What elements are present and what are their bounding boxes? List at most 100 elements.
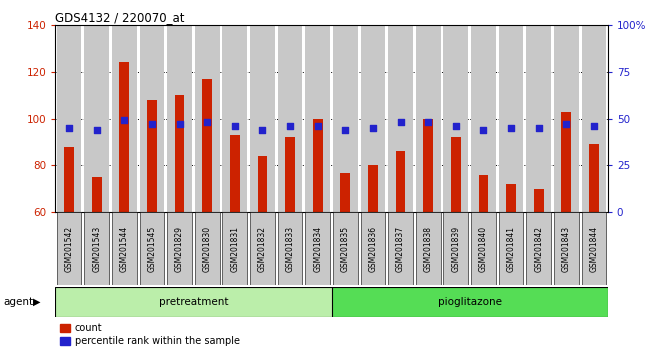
Bar (416, 25, 441, 212)
Point (229, 123, 240, 129)
Legend: count, percentile rank within the sample: count, percentile rank within the sample (60, 324, 240, 346)
Bar (195, 25, 220, 212)
Bar (175, 95, 185, 212)
FancyBboxPatch shape (361, 212, 385, 285)
Bar (526, 25, 551, 212)
Bar (230, 135, 240, 212)
Bar (499, 25, 523, 212)
Text: GDS4132 / 220070_at: GDS4132 / 220070_at (55, 11, 185, 24)
Bar (341, 172, 350, 212)
Text: GSM201831: GSM201831 (230, 226, 239, 272)
Text: GSM201542: GSM201542 (64, 225, 73, 272)
Text: GSM201545: GSM201545 (148, 225, 157, 272)
Point (340, 127, 350, 133)
Bar (368, 165, 378, 212)
Text: GSM201837: GSM201837 (396, 225, 405, 272)
Bar (147, 100, 157, 212)
Bar (112, 25, 136, 212)
Bar (140, 25, 164, 212)
Text: agent: agent (3, 297, 33, 307)
Bar (257, 156, 267, 212)
Point (147, 121, 157, 127)
Point (202, 120, 213, 125)
Bar (250, 25, 275, 212)
FancyBboxPatch shape (332, 287, 608, 317)
Point (92, 127, 102, 133)
Point (534, 125, 544, 131)
Point (119, 118, 129, 123)
Bar (313, 119, 322, 212)
Text: GSM201843: GSM201843 (562, 225, 571, 272)
Bar (582, 25, 606, 212)
Point (64, 125, 74, 131)
FancyBboxPatch shape (278, 212, 302, 285)
Bar (333, 25, 358, 212)
FancyBboxPatch shape (84, 212, 109, 285)
Bar (285, 137, 295, 212)
Point (589, 123, 599, 129)
Bar (167, 25, 192, 212)
Point (257, 127, 268, 133)
Point (285, 123, 295, 129)
FancyBboxPatch shape (167, 212, 192, 285)
FancyBboxPatch shape (582, 212, 606, 285)
Bar (64, 147, 74, 212)
Point (174, 121, 185, 127)
Text: GSM201841: GSM201841 (506, 226, 515, 272)
FancyBboxPatch shape (112, 212, 136, 285)
Text: ▶: ▶ (32, 297, 40, 307)
FancyBboxPatch shape (57, 212, 81, 285)
Text: GSM201544: GSM201544 (120, 225, 129, 272)
Bar (478, 175, 488, 212)
Bar (396, 152, 406, 212)
FancyBboxPatch shape (140, 212, 164, 285)
Text: GSM201832: GSM201832 (258, 226, 267, 272)
FancyBboxPatch shape (250, 212, 275, 285)
FancyBboxPatch shape (554, 212, 578, 285)
Bar (222, 25, 247, 212)
Bar (202, 79, 212, 212)
Text: GSM201844: GSM201844 (590, 225, 599, 272)
Text: GSM201829: GSM201829 (175, 226, 184, 272)
FancyBboxPatch shape (443, 212, 468, 285)
FancyBboxPatch shape (416, 212, 441, 285)
Text: GSM201836: GSM201836 (369, 225, 378, 272)
Point (506, 125, 516, 131)
Bar (506, 184, 516, 212)
Text: GSM201834: GSM201834 (313, 225, 322, 272)
Point (450, 123, 461, 129)
FancyBboxPatch shape (388, 212, 413, 285)
Bar (471, 25, 496, 212)
Point (395, 120, 406, 125)
Bar (306, 25, 330, 212)
Text: GSM201839: GSM201839 (451, 225, 460, 272)
FancyBboxPatch shape (471, 212, 496, 285)
Point (478, 127, 489, 133)
Text: GSM201840: GSM201840 (479, 225, 488, 272)
Bar (388, 25, 413, 212)
Point (313, 123, 323, 129)
FancyBboxPatch shape (55, 287, 332, 317)
FancyBboxPatch shape (306, 212, 330, 285)
Text: GSM201838: GSM201838 (424, 226, 433, 272)
Bar (361, 25, 385, 212)
Text: GSM201842: GSM201842 (534, 226, 543, 272)
FancyBboxPatch shape (222, 212, 247, 285)
Bar (534, 189, 543, 212)
Bar (278, 25, 302, 212)
Point (368, 125, 378, 131)
Bar (451, 137, 461, 212)
Text: pretreatment: pretreatment (159, 297, 228, 307)
Bar (443, 25, 468, 212)
Text: GSM201543: GSM201543 (92, 225, 101, 272)
Bar (554, 25, 578, 212)
FancyBboxPatch shape (526, 212, 551, 285)
Bar (423, 119, 433, 212)
Text: GSM201835: GSM201835 (341, 225, 350, 272)
Bar (120, 62, 129, 212)
FancyBboxPatch shape (195, 212, 220, 285)
Bar (589, 144, 599, 212)
FancyBboxPatch shape (499, 212, 523, 285)
Bar (57, 25, 81, 212)
Bar (84, 25, 109, 212)
